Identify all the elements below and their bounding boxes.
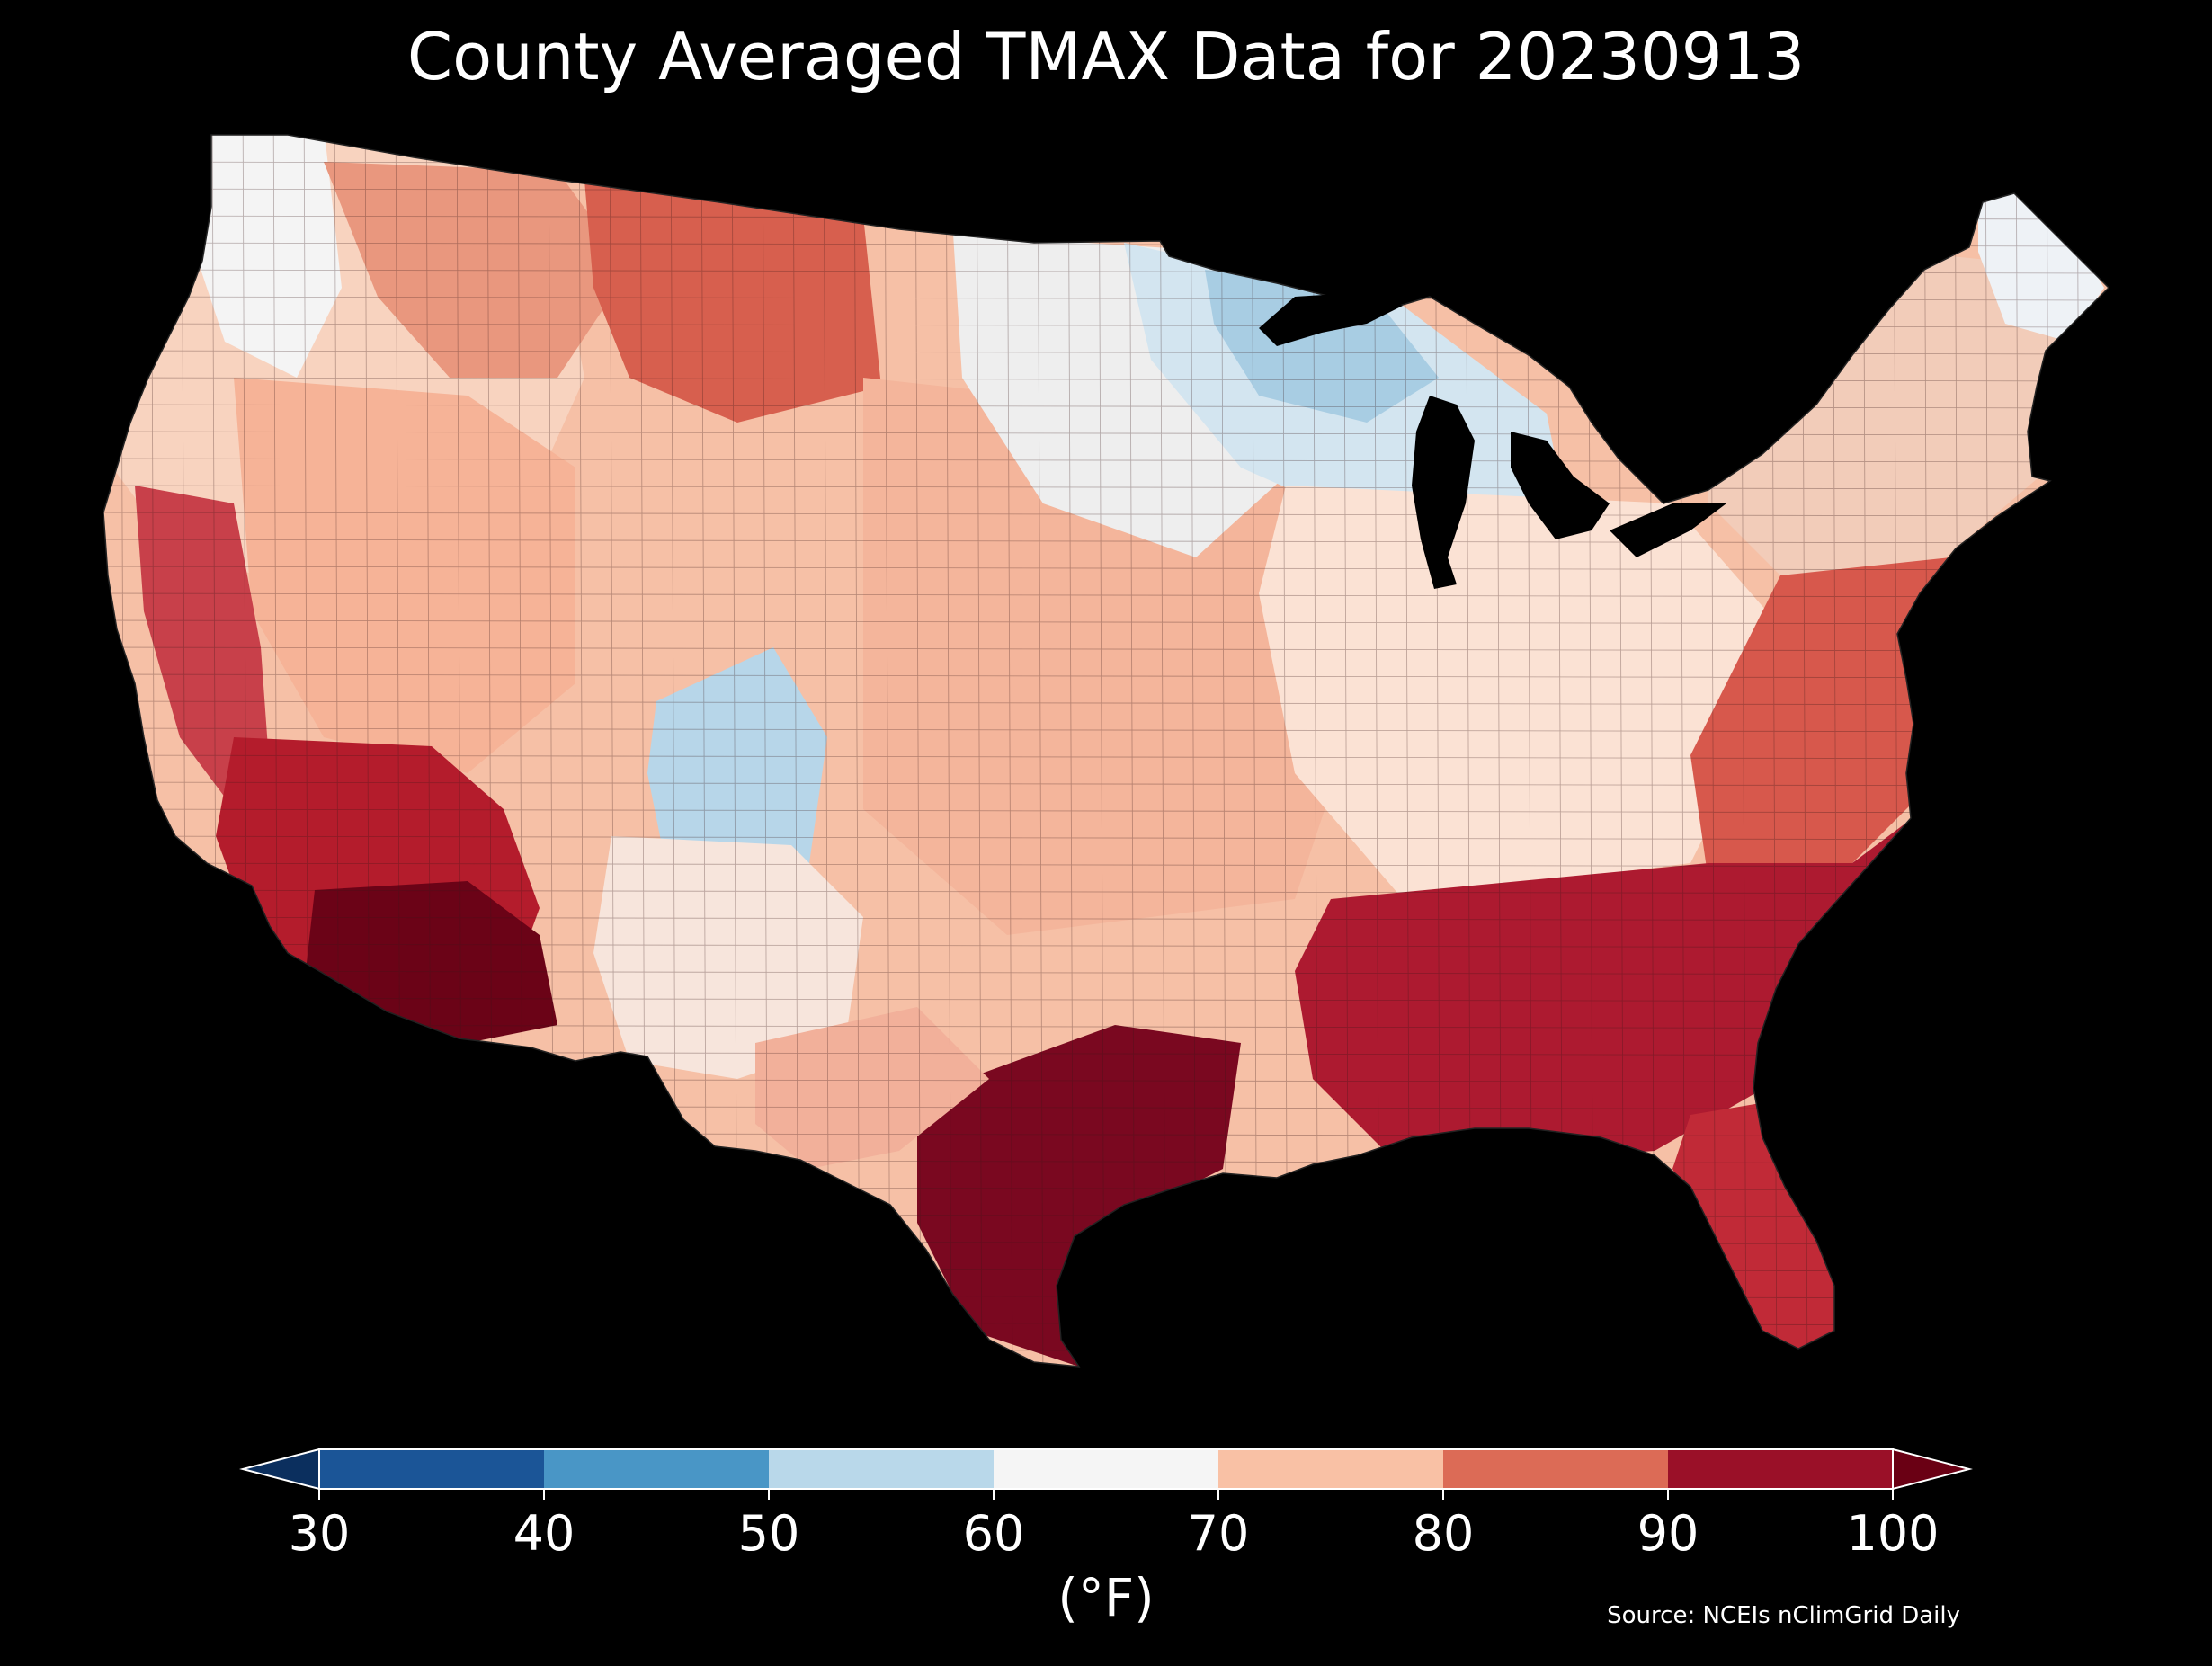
colorbar-frame xyxy=(318,1448,1894,1490)
region-mid-atlantic xyxy=(1690,557,1951,881)
colorbar-ticks: 30 40 50 60 70 80 90 100 xyxy=(289,1489,1940,1562)
colorbar-bin-40-50 xyxy=(544,1449,770,1489)
map-title: County Averaged TMAX Data for 20230913 xyxy=(406,19,1806,94)
colorbar-bin-30-40 xyxy=(319,1449,545,1489)
region-ohio-valley xyxy=(1259,486,1798,899)
colorbar-bin-90-100 xyxy=(1668,1449,1894,1489)
region-california-valley xyxy=(135,486,270,809)
colorbar-tick-label: 60 xyxy=(963,1505,1025,1562)
colorbar-bin-60-70 xyxy=(994,1449,1219,1489)
colorbar-tick-label: 70 xyxy=(1188,1505,1250,1562)
region-northern-maine xyxy=(1978,180,2104,342)
region-northwest-coast xyxy=(180,135,342,378)
colorbar-under-arrow xyxy=(239,1448,320,1491)
colorbar-tick-label: 90 xyxy=(1637,1505,1699,1562)
colorbar-tick-label: 40 xyxy=(513,1505,575,1562)
region-northern-rockies xyxy=(324,162,629,378)
region-montana-plains xyxy=(584,180,881,423)
region-west-texas xyxy=(755,1007,989,1169)
source-credit: Source: NCEIs nClimGrid Daily xyxy=(1607,1602,1960,1629)
region-new-mexico xyxy=(593,836,863,1079)
colorbar-bin-50-60 xyxy=(769,1449,995,1489)
colorbar-tick-label: 30 xyxy=(289,1505,351,1562)
colorbar-bins xyxy=(319,1449,1894,1489)
colorbar-bin-80-90 xyxy=(1443,1449,1669,1489)
region-great-basin xyxy=(234,378,575,773)
colorbar-tick-label: 50 xyxy=(738,1505,800,1562)
region-south-texas xyxy=(917,1025,1241,1367)
colorbar-over-arrow xyxy=(1892,1448,1973,1491)
colorbar-tick-label: 100 xyxy=(1846,1505,1939,1562)
region-great-plains xyxy=(863,378,1367,935)
colorbar-unit-label: (°F) xyxy=(1057,1567,1155,1628)
colorbar-bin-70-80 xyxy=(1218,1449,1444,1489)
colorbar-tick-label: 80 xyxy=(1413,1505,1475,1562)
great-lakes xyxy=(1259,292,1726,589)
